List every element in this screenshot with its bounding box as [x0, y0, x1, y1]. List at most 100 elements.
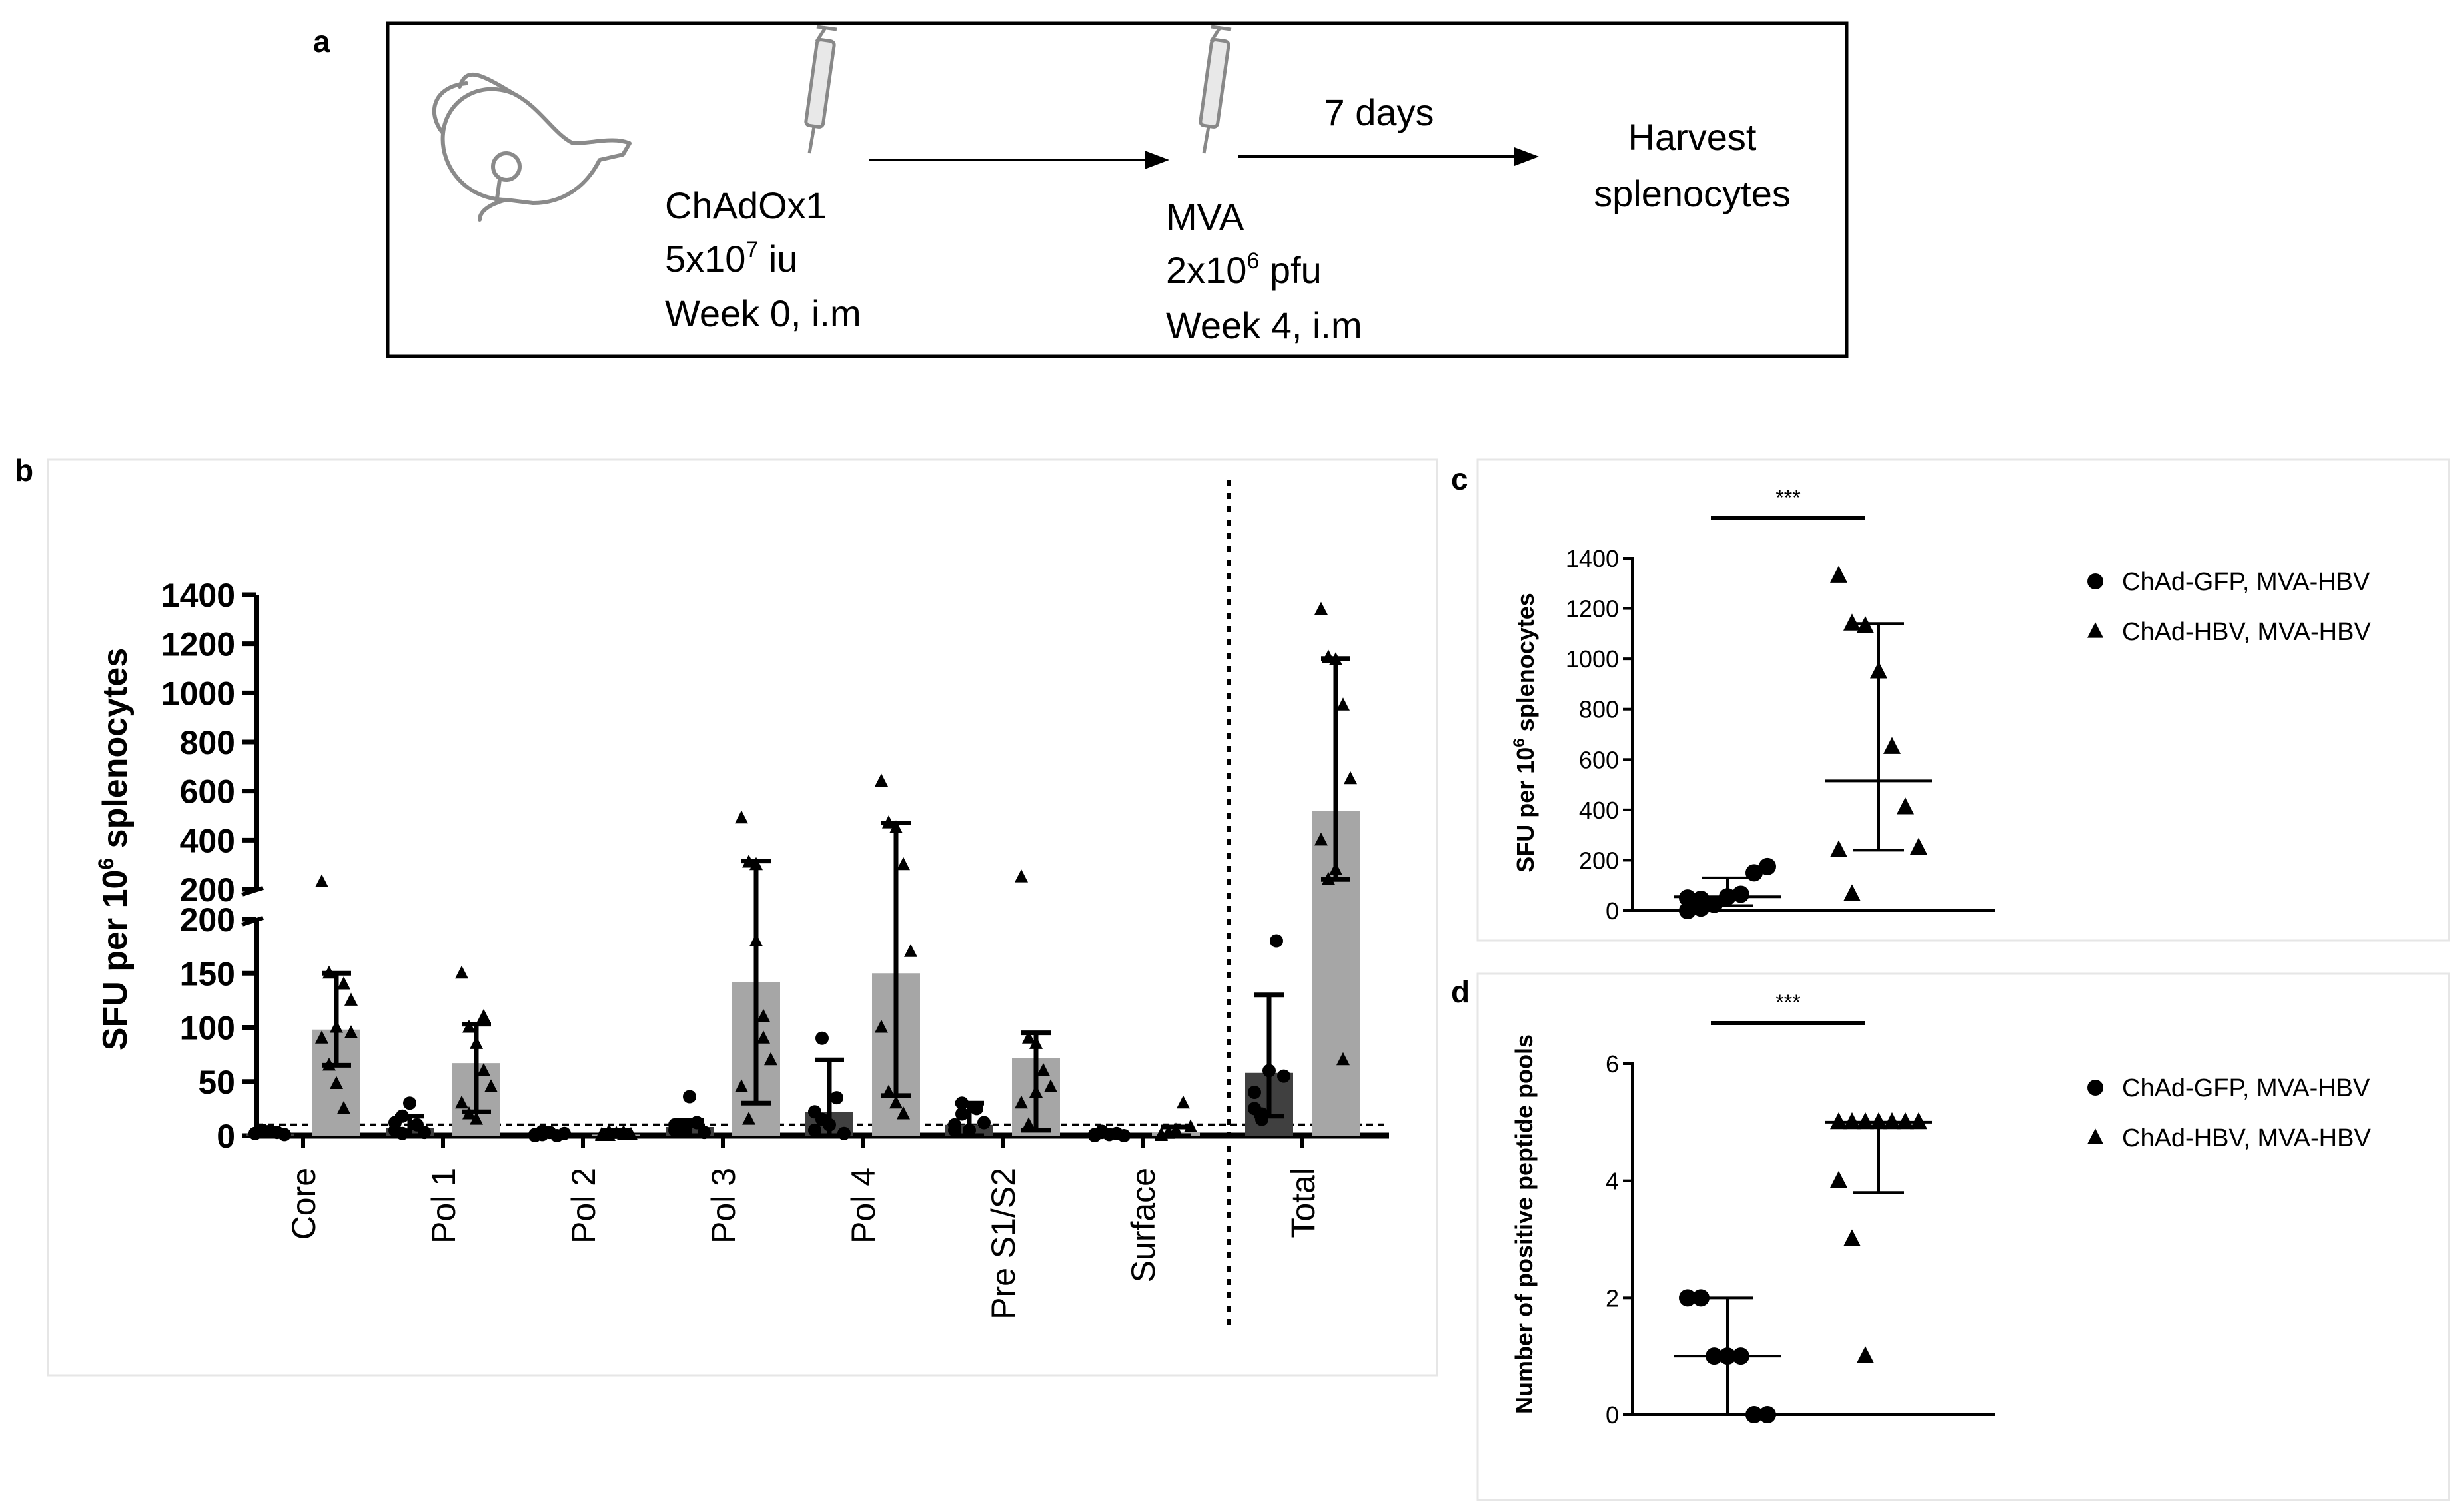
- y-tick-label: 1200: [161, 626, 235, 663]
- data-point-triangle: [477, 1063, 490, 1076]
- data-point-circle: [815, 1031, 829, 1045]
- data-point-triangle: [1897, 797, 1914, 815]
- data-point-triangle: [1830, 1112, 1847, 1130]
- data-point-triangle: [1015, 869, 1028, 883]
- data-point-circle: [1277, 1069, 1290, 1083]
- y-tick-label: 1000: [1566, 645, 1619, 673]
- panel-d-letter: d: [1451, 974, 1470, 1009]
- endpoint-line1: Harvest: [1628, 116, 1757, 158]
- x-tick-label: Pol 3: [705, 1168, 742, 1244]
- legend-label: ChAd-GFP, MVA-HBV: [2122, 1074, 2370, 1102]
- endpoint-line2: splenocytes: [1594, 173, 1791, 214]
- y-tick-label: 0: [1606, 897, 1619, 925]
- data-point-circle: [1270, 934, 1283, 948]
- x-tick-label: Pol 2: [565, 1168, 602, 1244]
- panel-c-frame: [1476, 458, 2450, 942]
- data-point-circle: [1706, 1347, 1723, 1365]
- data-point-triangle: [1870, 1112, 1887, 1130]
- arrow-boost-to-harvest: [1238, 147, 1539, 166]
- y-tick-label: 0: [1606, 1401, 1619, 1429]
- data-point-triangle: [1830, 1170, 1847, 1188]
- data-point-triangle: [757, 1008, 770, 1022]
- data-point-circle: [1719, 1347, 1736, 1365]
- y-tick-label: 6: [1606, 1050, 1619, 1078]
- data-point-triangle: [1336, 697, 1350, 711]
- data-point-triangle: [904, 944, 917, 957]
- data-point-circle: [1248, 1086, 1261, 1099]
- y-tick-label: 4: [1606, 1168, 1619, 1195]
- data-point-triangle: [1843, 613, 1861, 631]
- data-point-triangle: [1336, 1052, 1350, 1066]
- panel-a-frame: [386, 21, 1849, 358]
- data-point-circle: [1679, 902, 1696, 919]
- y-tick-label: 400: [1579, 797, 1619, 824]
- x-tick-label: Pol 4: [845, 1168, 882, 1244]
- data-point-triangle: [1830, 566, 1847, 583]
- panel-d-frame: [1476, 972, 2450, 1501]
- x-tick-label: Pre S1/S2: [985, 1168, 1022, 1320]
- data-point-triangle: [1883, 737, 1901, 754]
- data-point-triangle: [1022, 1117, 1035, 1130]
- data-point-triangle: [1344, 771, 1357, 785]
- data-point-circle: [1745, 1406, 1763, 1423]
- data-point-triangle: [344, 1025, 358, 1038]
- data-point-triangle: [1843, 1229, 1861, 1246]
- data-point-triangle: [1830, 840, 1847, 857]
- data-point-circle: [1759, 1406, 1776, 1423]
- y-tick-label: 800: [180, 724, 235, 761]
- panel-b-frame: [47, 458, 1438, 1377]
- significance-label: ***: [1775, 990, 1800, 1014]
- data-point-triangle: [477, 1008, 490, 1022]
- data-point-triangle: [330, 1076, 343, 1090]
- boost-timing: Week 4, i.m: [1166, 304, 1362, 346]
- boost-dose: 2x106 pfu: [1166, 248, 1322, 291]
- data-point-circle: [1732, 1347, 1749, 1365]
- y-tick-label: 200: [180, 871, 235, 909]
- data-point-triangle: [1857, 1346, 1874, 1363]
- data-point-triangle: [315, 1030, 328, 1044]
- syringe-icon-prime: [804, 25, 837, 154]
- data-point-triangle: [897, 857, 910, 871]
- data-point-circle: [1732, 885, 1749, 903]
- data-point-triangle: [1015, 1095, 1028, 1109]
- panel-d-ylabel: Number of positive peptide pools: [1510, 1034, 1538, 1414]
- data-point-triangle: [757, 1030, 770, 1044]
- data-point-triangle: [1883, 1112, 1901, 1130]
- data-point-triangle: [875, 1020, 888, 1033]
- x-tick-label: Pol 1: [425, 1168, 462, 1244]
- data-point-circle: [830, 1091, 843, 1105]
- legend-label: ChAd-HBV, MVA-HBV: [2122, 1124, 2371, 1152]
- panel-b: b SFU per 106 splenocytes 0 50 100 150 20020…: [15, 453, 1438, 1377]
- data-point-triangle: [344, 992, 358, 1006]
- data-point-triangle: [1897, 1112, 1914, 1130]
- data-point-circle: [815, 1112, 829, 1126]
- boost-vector: MVA: [1166, 196, 1244, 238]
- arrow-prime-to-boost: [869, 151, 1169, 169]
- legend-label: ChAd-HBV, MVA-HBV: [2122, 618, 2371, 646]
- y-tick-label: 600: [180, 773, 235, 811]
- data-point-triangle: [897, 1106, 910, 1120]
- panel-c-ylabel: SFU per 106 splenocytes: [1510, 593, 1539, 873]
- prime-vector: ChAdOx1: [665, 185, 827, 226]
- x-tick-label: Surface: [1125, 1168, 1162, 1282]
- data-point-circle: [1719, 888, 1736, 906]
- data-point-circle: [1679, 889, 1696, 907]
- mouse-icon: [432, 73, 632, 222]
- data-point-triangle: [470, 1112, 483, 1125]
- legend-label: ChAd-GFP, MVA-HBV: [2122, 568, 2370, 596]
- data-point-triangle: [1177, 1095, 1190, 1109]
- prime-timing: Week 0, i.m: [665, 292, 861, 334]
- data-point-circle: [977, 1116, 991, 1130]
- y-tick-label: 600: [1579, 746, 1619, 773]
- y-tick-label: 0: [217, 1118, 235, 1155]
- data-point-triangle: [337, 976, 350, 990]
- y-tick-label: 1400: [1566, 545, 1619, 572]
- y-tick-label: 1000: [161, 675, 235, 712]
- panel-b-ylabel: SFU per 106 splenocytes: [94, 648, 135, 1050]
- data-point-circle: [388, 1116, 402, 1130]
- data-point-triangle: [742, 1112, 755, 1125]
- data-point-triangle: [889, 1095, 903, 1109]
- syringe-icon-boost: [1199, 25, 1232, 154]
- data-point-triangle: [1314, 832, 1328, 846]
- y-tick-label: 200: [180, 901, 235, 939]
